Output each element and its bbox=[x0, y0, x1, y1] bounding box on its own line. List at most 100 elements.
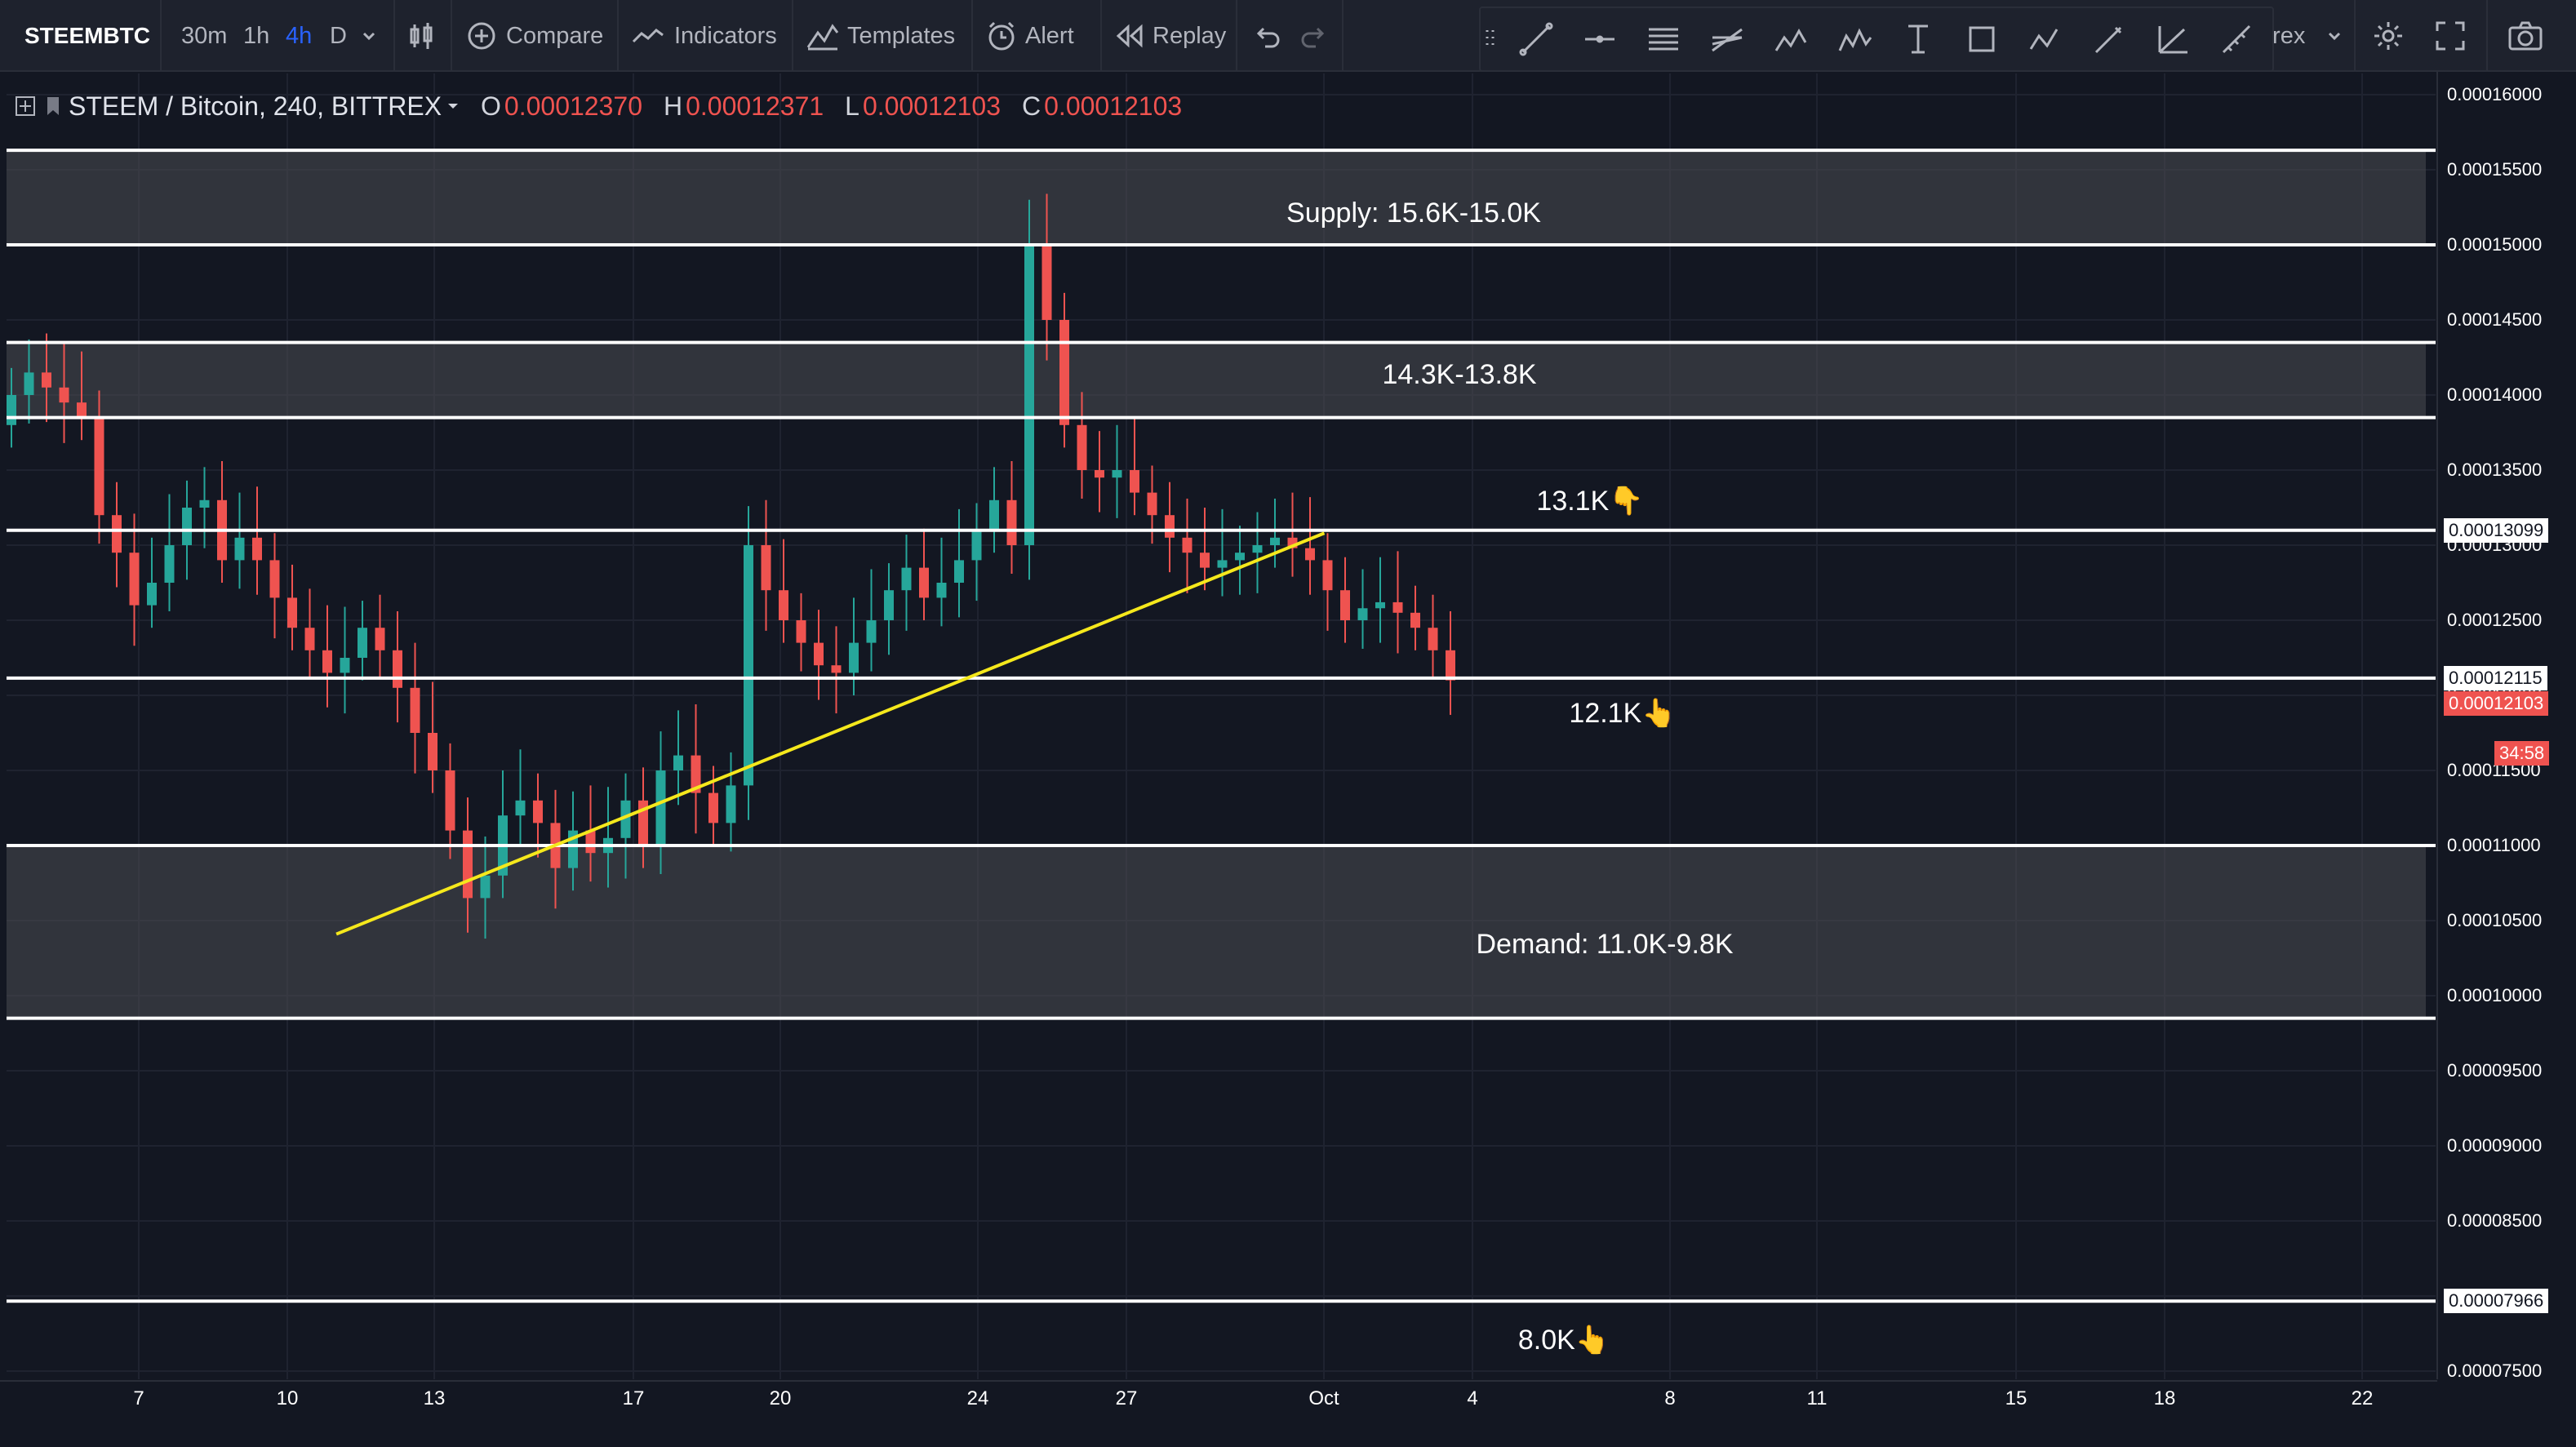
price-tick-label: 0.00015500 bbox=[2447, 159, 2543, 180]
templates-label: Templates bbox=[847, 22, 956, 49]
interval-1h-button[interactable]: 1h bbox=[243, 22, 270, 49]
symbol-search-button[interactable]: STEEMBTC bbox=[24, 23, 150, 48]
candle-body bbox=[147, 583, 157, 606]
drawing-toolbar bbox=[1479, 7, 2274, 72]
exchange-dropdown-chevron-icon[interactable] bbox=[2326, 0, 2343, 72]
horizontal-ray-tool-icon[interactable] bbox=[1574, 13, 1626, 65]
toolbar-divider bbox=[451, 0, 452, 72]
camera-snapshot-icon[interactable] bbox=[2499, 10, 2552, 62]
undo-icon[interactable] bbox=[1254, 0, 1281, 72]
candle-body bbox=[1077, 424, 1087, 470]
toolbar-divider bbox=[792, 0, 793, 72]
toolbar-divider bbox=[1100, 0, 1102, 72]
gann-fan-tool-icon[interactable] bbox=[2147, 13, 2199, 65]
candle-body bbox=[989, 499, 999, 530]
templates-icon bbox=[806, 21, 839, 51]
time-label: 4 bbox=[1467, 1387, 1478, 1409]
horizontal-levels bbox=[7, 149, 2436, 1303]
price-tick-label: 0.00011000 bbox=[2447, 835, 2541, 855]
candle-body bbox=[936, 583, 947, 598]
candle-body bbox=[1042, 245, 1052, 320]
candle-body bbox=[182, 508, 192, 545]
trend-line-tool-icon[interactable] bbox=[1510, 13, 1562, 65]
elliott-wave-tool-icon[interactable] bbox=[1828, 13, 1881, 65]
candle-body bbox=[919, 567, 929, 598]
legend-symbol-title[interactable]: STEEM / Bitcoin, 240, BITTREX bbox=[69, 91, 442, 121]
zone-rect bbox=[7, 150, 2426, 245]
price-tick-label: 0.00014000 bbox=[2447, 384, 2543, 405]
redo-icon[interactable] bbox=[1299, 0, 1327, 72]
toolbar-divider bbox=[617, 0, 619, 72]
templates-button[interactable]: Templates bbox=[806, 0, 955, 72]
indicators-label: Indicators bbox=[674, 22, 777, 49]
pitchfork-tool-icon[interactable] bbox=[1701, 13, 1753, 65]
candle-body bbox=[410, 687, 420, 733]
ascending-trendline[interactable] bbox=[335, 531, 1326, 936]
indicators-button[interactable]: Indicators bbox=[632, 0, 777, 72]
candle-body bbox=[304, 628, 315, 650]
measure-tool-icon[interactable] bbox=[2210, 13, 2263, 65]
candle-body bbox=[428, 733, 437, 770]
drag-handle-icon[interactable] bbox=[1481, 13, 1500, 65]
text-tool-icon[interactable] bbox=[1892, 13, 1944, 65]
candle-body bbox=[1375, 601, 1385, 609]
demand-zone-label: Demand: 11.0K-9.8K bbox=[1476, 929, 1734, 960]
candle-body bbox=[1059, 320, 1069, 425]
candle-body bbox=[1165, 515, 1175, 538]
abc-pattern-tool-icon[interactable] bbox=[2019, 13, 2072, 65]
parallel-channel-tool-icon[interactable] bbox=[1637, 13, 1690, 65]
time-label: 17 bbox=[622, 1387, 645, 1409]
candle-body bbox=[1446, 650, 1455, 681]
candle-body bbox=[1217, 560, 1228, 568]
candle-body bbox=[1006, 499, 1017, 545]
legend-dropdown-icon[interactable] bbox=[446, 100, 460, 113]
xabcd-pattern-tool-icon[interactable] bbox=[1765, 13, 1817, 65]
candle-body bbox=[77, 402, 87, 418]
candle-body bbox=[59, 387, 69, 403]
candle-body bbox=[744, 545, 753, 786]
supply-zone-label: Supply: 15.6K-15.0K bbox=[1286, 198, 1541, 229]
interval-dropdown-chevron-icon[interactable] bbox=[361, 0, 377, 72]
candle-body bbox=[234, 537, 245, 561]
replay-button[interactable]: Replay bbox=[1115, 0, 1226, 72]
chart-type-candles-icon[interactable] bbox=[405, 0, 437, 72]
candle-body bbox=[533, 800, 543, 823]
chart-pane[interactable] bbox=[0, 72, 2576, 1443]
candle-body bbox=[849, 642, 859, 673]
candle-body bbox=[463, 830, 473, 899]
time-label: 24 bbox=[966, 1387, 989, 1409]
alert-button[interactable]: Alert bbox=[986, 0, 1074, 72]
settings-gear-icon[interactable] bbox=[2362, 10, 2414, 62]
fullscreen-icon[interactable] bbox=[2424, 10, 2476, 62]
price-tick-label: 0.00010000 bbox=[2447, 985, 2543, 1005]
rectangle-tool-icon[interactable] bbox=[1956, 13, 2008, 65]
time-label: Oct bbox=[1308, 1387, 1339, 1409]
bar-countdown-badge: 34:58 bbox=[2494, 741, 2550, 766]
compare-button[interactable]: Compare bbox=[467, 0, 603, 72]
legend-close-label: C bbox=[1022, 91, 1042, 121]
candle-body bbox=[1428, 628, 1438, 650]
price-tick-label: 0.00016000 bbox=[2447, 84, 2543, 104]
candle-body bbox=[515, 800, 526, 816]
candle-body bbox=[726, 785, 736, 823]
legend-toggle-icon[interactable] bbox=[15, 95, 36, 117]
level-price-badge: 0.00012115 bbox=[2444, 665, 2547, 690]
candle-body bbox=[129, 553, 140, 606]
interval-4h-button[interactable]: 4h bbox=[286, 22, 313, 49]
candle-body bbox=[393, 650, 402, 688]
interval-d-button[interactable]: D bbox=[330, 22, 347, 49]
replay-label: Replay bbox=[1153, 22, 1227, 49]
candle-body bbox=[94, 417, 104, 516]
alert-label: Alert bbox=[1025, 22, 1074, 49]
level-price-badge: 0.00013099 bbox=[2444, 517, 2549, 543]
interval-30m-button[interactable]: 30m bbox=[181, 22, 228, 49]
price-tick-label: 0.00009000 bbox=[2447, 1135, 2543, 1156]
symbol-legend: STEEM / Bitcoin, 240, BITTREX O 0.000123… bbox=[15, 88, 1203, 124]
price-chart-svg[interactable] bbox=[0, 72, 2576, 1443]
price-tick-label: 0.00009500 bbox=[2447, 1060, 2543, 1081]
candle-body bbox=[1024, 245, 1034, 545]
time-label: 22 bbox=[2351, 1387, 2374, 1409]
brush-tool-icon[interactable] bbox=[2083, 13, 2135, 65]
toolbar-divider bbox=[1236, 0, 1237, 72]
legend-high-value: 0.00012371 bbox=[686, 91, 824, 121]
